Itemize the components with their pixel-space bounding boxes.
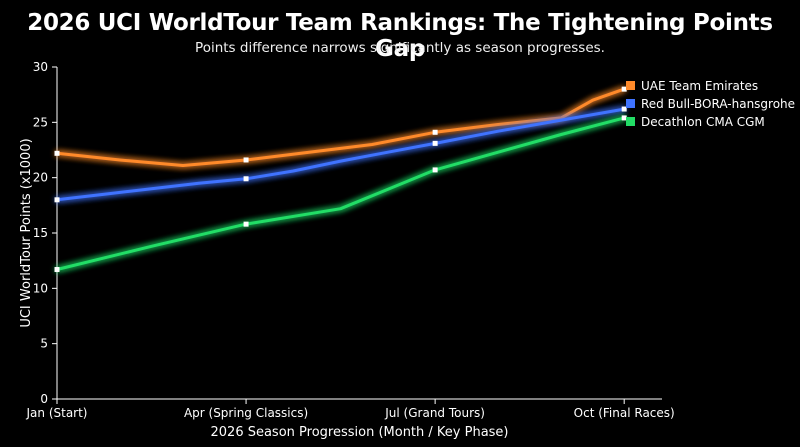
data-point-marker bbox=[621, 106, 627, 112]
y-tick-label: 0 bbox=[40, 392, 48, 406]
legend-swatch bbox=[626, 99, 635, 108]
chart-subtitle: Points difference narrows significantly … bbox=[195, 40, 605, 56]
data-point-marker bbox=[432, 140, 438, 146]
data-point-marker bbox=[243, 176, 249, 182]
data-point-marker bbox=[243, 221, 249, 227]
axes: 0 5 10 15 20 25 30 Jan (Start) Apr (Spring Class… bbox=[19, 60, 675, 440]
data-point-marker bbox=[54, 267, 60, 273]
x-axis-title: 2026 Season Progression (Month / Key Pha… bbox=[211, 425, 509, 440]
data-point-marker bbox=[243, 157, 249, 163]
series-line bbox=[55, 107, 626, 202]
legend: UAE Team Emirates Red Bull-BORA-hansgrohe… bbox=[626, 79, 795, 129]
series-line bbox=[55, 116, 626, 271]
y-tick-label: 15 bbox=[33, 226, 48, 240]
x-tick-label: Oct (Final Races) bbox=[574, 406, 675, 420]
chart-title: 2026 UCI WorldTour Team Rankings: The Ti… bbox=[27, 10, 773, 62]
x-tick-label: Apr (Spring Classics) bbox=[184, 406, 308, 420]
data-point-marker bbox=[621, 115, 627, 121]
data-point-marker bbox=[621, 86, 627, 92]
y-tick-label: 25 bbox=[33, 115, 48, 129]
y-axis-title: UCI WorldTour Points (x1000) bbox=[19, 138, 34, 327]
y-tick-label: 10 bbox=[33, 281, 48, 295]
y-tick-label: 20 bbox=[33, 171, 48, 185]
data-point-marker bbox=[432, 167, 438, 173]
data-point-marker bbox=[54, 197, 60, 203]
legend-label: Decathlon CMA CGM bbox=[641, 115, 765, 129]
data-point-marker bbox=[432, 129, 438, 135]
series-group bbox=[54, 86, 627, 273]
legend-label: Red Bull-BORA-hansgrohe bbox=[641, 97, 795, 111]
data-point-marker bbox=[54, 150, 60, 156]
x-tick-label: Jul (Grand Tours) bbox=[384, 406, 485, 420]
legend-label: UAE Team Emirates bbox=[641, 79, 758, 93]
series-line bbox=[55, 87, 626, 167]
y-tick-label: 30 bbox=[33, 60, 48, 74]
legend-swatch bbox=[626, 117, 635, 126]
legend-swatch bbox=[626, 81, 635, 90]
x-tick-label: Jan (Start) bbox=[26, 406, 88, 420]
y-tick-label: 5 bbox=[40, 337, 48, 351]
